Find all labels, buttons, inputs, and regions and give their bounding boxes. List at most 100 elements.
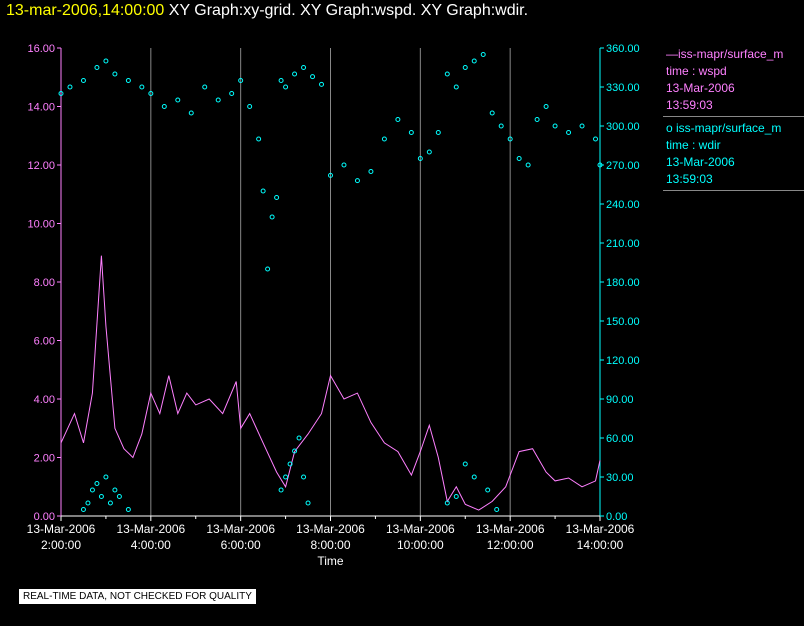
wdir-point [319, 81, 325, 87]
wdir-point [485, 487, 491, 493]
wdir-point [516, 156, 522, 161]
wdir-point [278, 78, 284, 83]
wdir-point [462, 65, 468, 70]
wdir-point [125, 78, 131, 83]
wdir-point [453, 84, 459, 90]
wdir-point [103, 474, 109, 480]
quality-disclaimer: REAL-TIME DATA, NOT CHECKED FOR QUALITY [19, 589, 256, 604]
wdir-point [161, 104, 167, 109]
wdir-point [408, 130, 414, 135]
x-axis-label: Time [317, 554, 344, 568]
wdir-point [494, 507, 500, 512]
wdir-point [543, 104, 549, 109]
wdir-point [471, 474, 477, 480]
legend-wdir-source: o iss-mapr/surface_m [666, 121, 782, 135]
wdir-point [507, 136, 513, 142]
wdir-point [579, 123, 585, 129]
wdir-point [453, 494, 459, 499]
wdir-point [247, 104, 253, 109]
wdir-point [283, 84, 289, 90]
legend: —iss-mapr/surface_m time : wspd 13-Mar-2… [663, 46, 804, 194]
wdir-point [301, 65, 307, 70]
x-tick-date: 13-Mar-2006 [116, 522, 185, 536]
wdir-point [292, 71, 298, 77]
right-y-tick-label: 300.00 [606, 121, 640, 133]
x-tick-date: 13-Mar-2006 [206, 522, 275, 536]
left-y-tick-label: 14.00 [27, 102, 55, 114]
wspd-series-line [60, 255, 601, 511]
wdir-point [480, 52, 486, 57]
wdir-point [534, 117, 540, 122]
wdir-point [202, 84, 208, 90]
left-y-tick-label: 2.00 [34, 453, 55, 465]
wdir-point [381, 136, 387, 142]
wdir-point [341, 162, 347, 168]
wdir-point [116, 494, 122, 499]
wdir-point [368, 169, 374, 174]
wdir-point [265, 266, 271, 272]
wdir-point [139, 84, 145, 90]
wdir-point [525, 162, 531, 168]
wdir-point [107, 500, 113, 506]
wdir-point [435, 130, 441, 135]
wdir-point [85, 500, 91, 506]
wdir-point [354, 178, 360, 184]
wdir-point [215, 97, 221, 103]
x-tick-date: 13-Mar-2006 [296, 522, 365, 536]
wdir-point [597, 162, 603, 168]
x-tick-time: 4:00:00 [131, 538, 171, 552]
legend-wdir-variable: time : wdir [666, 138, 721, 152]
legend-wdir-date: 13-Mar-2006 [666, 155, 735, 169]
legend-wspd-date: 13-Mar-2006 [666, 81, 735, 95]
wdir-point [125, 507, 131, 512]
wdir-point [103, 58, 109, 64]
wdir-point [67, 84, 73, 90]
wdir-point [98, 494, 104, 499]
left-y-tick-label: 10.00 [27, 219, 55, 231]
wdir-point [305, 500, 311, 506]
wdir-point [80, 78, 86, 83]
right-y-tick-label: 180.00 [606, 277, 640, 289]
legend-wdir: o iss-mapr/surface_m time : wdir 13-Mar-… [663, 120, 804, 191]
left-y-tick-label: 6.00 [34, 336, 55, 348]
timestamp: 13-mar-2006,14:00:00 [6, 2, 165, 19]
wdir-point [89, 487, 95, 493]
right-y-tick-label: 150.00 [606, 316, 640, 328]
right-y-tick-label: 120.00 [606, 355, 640, 367]
right-y-tick-label: 30.00 [606, 472, 634, 484]
wdir-point [593, 136, 599, 142]
graph-titles: XY Graph:xy-grid. XY Graph:wspd. XY Grap… [168, 2, 529, 19]
header-title: 13-mar-2006,14:00:00 XY Graph:xy-grid. X… [6, 2, 528, 20]
wdir-point [148, 91, 154, 96]
wdir-point [417, 156, 423, 161]
wdir-point [94, 65, 100, 70]
left-y-tick-label: 0.00 [34, 511, 55, 523]
x-tick-time: 14:00:00 [577, 538, 624, 552]
wdir-point [395, 117, 401, 122]
wdir-point [283, 474, 289, 480]
wdir-point [489, 110, 495, 116]
x-tick-time: 2:00:00 [41, 538, 81, 552]
wdir-point [444, 500, 450, 506]
wdir-point [471, 58, 477, 64]
x-tick-time: 8:00:00 [310, 538, 350, 552]
wdir-point [229, 91, 235, 96]
right-y-tick-label: 360.00 [606, 43, 640, 55]
wdir-point [188, 110, 194, 116]
x-tick-time: 12:00:00 [487, 538, 534, 552]
wdir-point [260, 188, 266, 194]
left-y-tick-label: 16.00 [27, 43, 55, 55]
x-tick-date: 13-Mar-2006 [27, 522, 96, 536]
legend-wspd: —iss-mapr/surface_m time : wspd 13-Mar-2… [663, 46, 804, 117]
wdir-point [296, 435, 302, 441]
right-y-tick-label: 90.00 [606, 394, 634, 406]
left-y-tick-label: 12.00 [27, 160, 55, 172]
right-y-tick-label: 330.00 [606, 82, 640, 94]
wdir-point [80, 507, 86, 512]
legend-wdir-time: 13:59:03 [666, 172, 713, 186]
wdir-point [94, 481, 100, 486]
wdir-point [58, 91, 64, 96]
wdir-point [287, 461, 293, 467]
x-tick-time: 10:00:00 [397, 538, 444, 552]
